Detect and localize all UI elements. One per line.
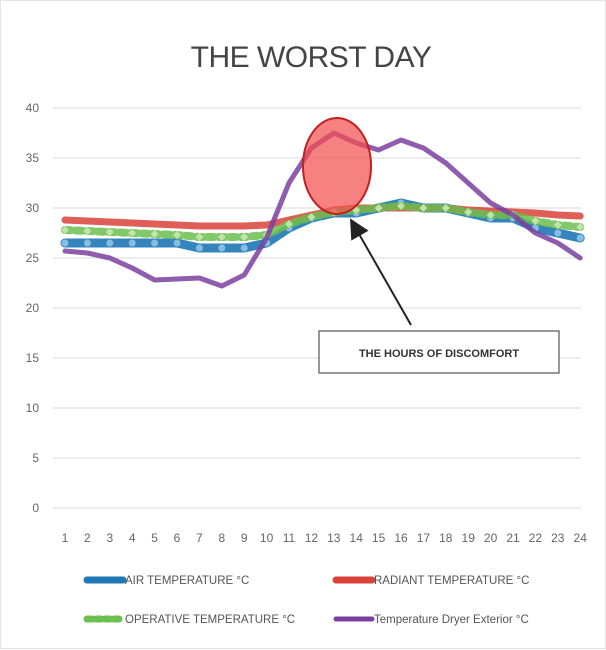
data-point bbox=[218, 245, 225, 252]
x-tick-label: 12 bbox=[305, 531, 319, 545]
x-tick-label: 23 bbox=[551, 531, 565, 545]
y-tick-label: 30 bbox=[26, 201, 40, 215]
legend: AIR TEMPERATURE °C RADIANT TEMPERATURE °C… bbox=[87, 575, 529, 626]
data-point bbox=[84, 240, 91, 247]
y-tick-label: 35 bbox=[26, 151, 40, 165]
x-tick-label: 21 bbox=[506, 531, 520, 545]
data-point bbox=[241, 245, 248, 252]
y-tick-label: 10 bbox=[26, 401, 40, 415]
x-tick-label: 18 bbox=[439, 531, 453, 545]
discomfort-highlight-circle bbox=[303, 118, 371, 214]
x-tick-label: 19 bbox=[462, 531, 476, 545]
y-tick-label: 25 bbox=[26, 251, 40, 265]
x-tick-label: 6 bbox=[174, 531, 181, 545]
x-tick-label: 14 bbox=[350, 531, 364, 545]
x-tick-label: 7 bbox=[196, 531, 203, 545]
x-tick-label: 9 bbox=[241, 531, 248, 545]
x-tick-label: 22 bbox=[529, 531, 543, 545]
x-tick-label: 5 bbox=[151, 531, 158, 545]
chart-title: THE WORST DAY bbox=[191, 41, 432, 74]
legend-label: AIR TEMPERATURE °C bbox=[125, 575, 249, 587]
data-point bbox=[174, 240, 181, 247]
y-tick-label: 20 bbox=[26, 301, 40, 315]
y-tick-label: 5 bbox=[32, 451, 39, 465]
annotation-layer: THE HOURS OF DISCOMFORT bbox=[303, 118, 559, 373]
data-point bbox=[196, 245, 203, 252]
x-tick-label: 11 bbox=[283, 531, 296, 545]
x-tick-label: 2 bbox=[84, 531, 91, 545]
annotation-label: THE HOURS OF DISCOMFORT bbox=[359, 348, 519, 360]
legend-label: Temperature Dryer Exterior °C bbox=[374, 614, 529, 626]
data-point bbox=[151, 240, 158, 247]
x-tick-label: 16 bbox=[394, 531, 408, 545]
legend-entry: Temperature Dryer Exterior °C bbox=[336, 614, 529, 626]
x-tick-label: 8 bbox=[218, 531, 225, 545]
y-tick-label: 0 bbox=[32, 501, 39, 515]
x-tick-label: 15 bbox=[372, 531, 386, 545]
x-tick-label: 4 bbox=[129, 531, 136, 545]
x-tick-label: 10 bbox=[260, 531, 274, 545]
x-tick-label: 24 bbox=[574, 531, 588, 545]
legend-entry: RADIANT TEMPERATURE °C bbox=[336, 575, 529, 587]
x-tick-label: 17 bbox=[417, 531, 431, 545]
data-point bbox=[577, 235, 584, 242]
y-axis-ticks: 0 5 10 15 20 25 30 35 40 bbox=[26, 101, 40, 515]
x-tick-label: 13 bbox=[327, 531, 341, 545]
data-point bbox=[554, 230, 561, 237]
legend-label: RADIANT TEMPERATURE °C bbox=[374, 575, 529, 587]
data-point bbox=[106, 240, 113, 247]
annotation-arrow bbox=[355, 227, 411, 325]
legend-label: OPERATIVE TEMPERATURE °C bbox=[125, 614, 295, 626]
x-tick-label: 20 bbox=[484, 531, 498, 545]
x-tick-label: 3 bbox=[106, 531, 113, 545]
x-tick-label: 1 bbox=[62, 531, 69, 545]
data-point bbox=[129, 240, 136, 247]
y-tick-label: 40 bbox=[26, 101, 40, 115]
y-tick-label: 15 bbox=[26, 351, 40, 365]
data-point bbox=[62, 240, 69, 247]
legend-entry: OPERATIVE TEMPERATURE °C bbox=[87, 614, 295, 626]
legend-entry: AIR TEMPERATURE °C bbox=[87, 575, 249, 587]
